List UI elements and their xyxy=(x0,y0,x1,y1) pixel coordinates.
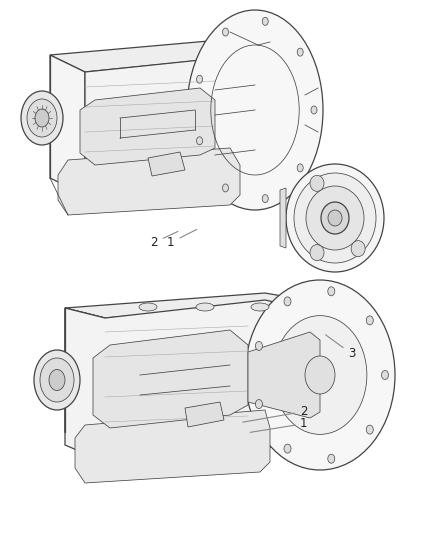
Polygon shape xyxy=(65,300,310,462)
Polygon shape xyxy=(280,188,286,248)
Text: 1: 1 xyxy=(167,229,197,249)
Ellipse shape xyxy=(197,137,202,145)
Polygon shape xyxy=(185,402,224,427)
Text: 2: 2 xyxy=(243,405,307,422)
Ellipse shape xyxy=(310,175,324,191)
Polygon shape xyxy=(248,332,320,418)
Polygon shape xyxy=(58,148,240,215)
Ellipse shape xyxy=(139,303,157,311)
Ellipse shape xyxy=(196,303,214,311)
Ellipse shape xyxy=(366,425,373,434)
Ellipse shape xyxy=(305,356,335,394)
Ellipse shape xyxy=(255,400,262,409)
Ellipse shape xyxy=(297,164,303,172)
Ellipse shape xyxy=(366,316,373,325)
Ellipse shape xyxy=(284,444,291,453)
Text: 3: 3 xyxy=(325,335,356,360)
Ellipse shape xyxy=(328,287,335,296)
Ellipse shape xyxy=(273,316,367,434)
Ellipse shape xyxy=(286,164,384,272)
Polygon shape xyxy=(148,152,185,176)
Ellipse shape xyxy=(284,297,291,306)
Ellipse shape xyxy=(223,184,229,192)
Ellipse shape xyxy=(34,350,80,410)
Ellipse shape xyxy=(262,18,268,26)
Text: 1: 1 xyxy=(250,417,307,432)
Ellipse shape xyxy=(27,99,57,137)
Ellipse shape xyxy=(262,195,268,203)
Ellipse shape xyxy=(35,109,49,127)
Polygon shape xyxy=(80,88,215,165)
Ellipse shape xyxy=(328,454,335,463)
Ellipse shape xyxy=(251,303,269,311)
Ellipse shape xyxy=(297,48,303,56)
Ellipse shape xyxy=(351,240,365,257)
Ellipse shape xyxy=(311,106,317,114)
Ellipse shape xyxy=(306,186,364,250)
Ellipse shape xyxy=(49,369,65,391)
Ellipse shape xyxy=(310,245,324,261)
Polygon shape xyxy=(93,330,248,428)
Text: 2: 2 xyxy=(150,231,178,249)
Ellipse shape xyxy=(187,10,323,210)
Ellipse shape xyxy=(223,28,229,36)
Ellipse shape xyxy=(328,210,342,226)
Ellipse shape xyxy=(197,75,202,83)
Ellipse shape xyxy=(255,342,262,350)
Polygon shape xyxy=(75,410,270,483)
Polygon shape xyxy=(65,293,305,318)
Polygon shape xyxy=(85,58,255,178)
Ellipse shape xyxy=(40,358,74,402)
Polygon shape xyxy=(50,40,255,72)
Ellipse shape xyxy=(245,280,395,470)
Polygon shape xyxy=(50,55,85,195)
Ellipse shape xyxy=(381,370,389,379)
Ellipse shape xyxy=(21,91,63,145)
Ellipse shape xyxy=(321,202,349,234)
Ellipse shape xyxy=(294,173,376,263)
Polygon shape xyxy=(65,308,105,445)
